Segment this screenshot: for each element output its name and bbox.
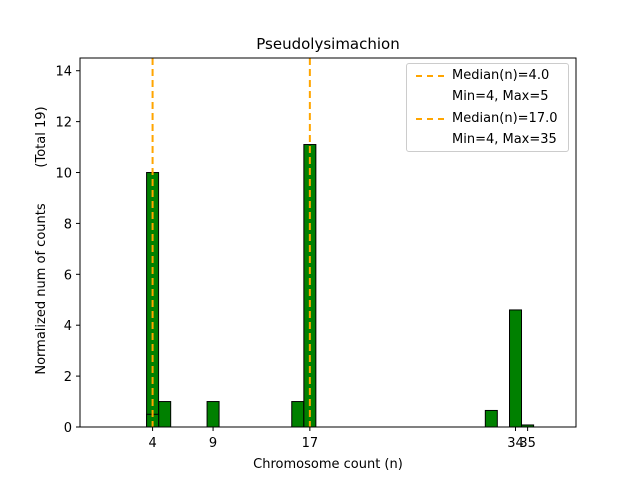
y-tick-label: 2 xyxy=(64,370,72,385)
chart-title: Pseudolysimachion xyxy=(256,35,399,53)
x-tick-label: 17 xyxy=(302,436,319,451)
bar-series1-n5 xyxy=(158,401,172,428)
x-tick-label: 35 xyxy=(519,436,536,451)
legend-line-median-2 xyxy=(416,118,444,120)
y-tick-label: 0 xyxy=(64,421,72,436)
legend-label-range-1: Min=4, Max=5 xyxy=(452,89,549,104)
x-tick-label: 34 xyxy=(507,436,524,451)
y-tick-label: 6 xyxy=(64,268,72,283)
y-axis-label: Normalized num of counts xyxy=(34,203,49,374)
x-tick-label: 4 xyxy=(148,436,156,451)
y-tick-label: 8 xyxy=(64,217,72,232)
legend-label-median-1: Median(n)=4.0 xyxy=(452,68,550,83)
bar-series2-n34 xyxy=(509,309,523,428)
axes-frame xyxy=(79,57,577,428)
y-tick-label: 10 xyxy=(55,167,72,182)
chart-legend: Median(n)=4.0 Min=4, Max=5 Median(n)=17.… xyxy=(406,63,569,152)
x-axis-label: Chromosome count (n) xyxy=(253,457,403,472)
y-axis-label-total: (Total 19) xyxy=(34,106,49,167)
bar-series2-n17 xyxy=(303,144,317,428)
y-tick-label: 14 xyxy=(55,65,72,80)
x-tick-label: 9 xyxy=(209,436,217,451)
legend-label-range-2: Min=4, Max=35 xyxy=(452,132,557,147)
legend-line-median-1 xyxy=(416,75,444,77)
bar-series2-n9 xyxy=(206,401,220,428)
legend-label-median-2: Median(n)=17.0 xyxy=(452,111,558,126)
bar-series2-n32 xyxy=(484,409,498,428)
y-tick-label: 4 xyxy=(64,319,72,334)
bar-series2-n16 xyxy=(291,401,305,428)
y-tick-label: 12 xyxy=(55,116,72,131)
